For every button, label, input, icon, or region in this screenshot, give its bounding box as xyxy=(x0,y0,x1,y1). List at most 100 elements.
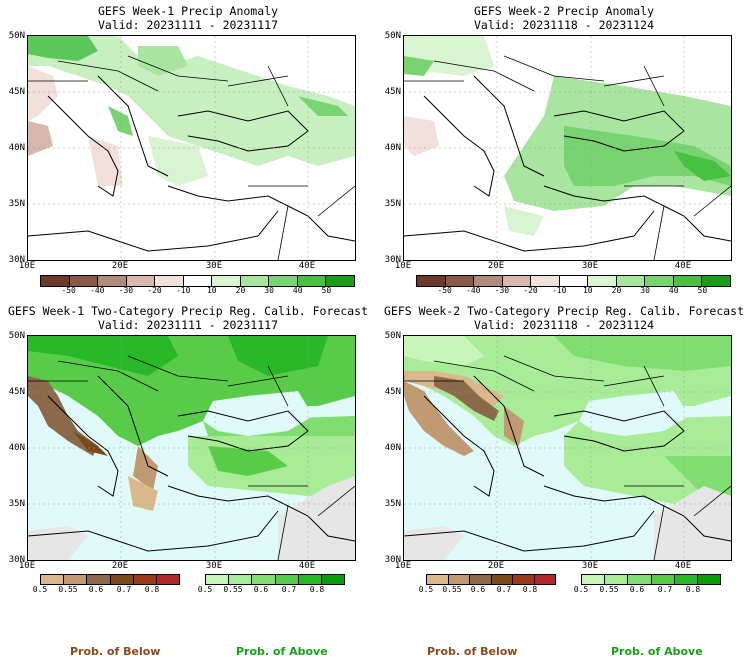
lon-label: 20E xyxy=(111,561,129,571)
colorbar-cell xyxy=(701,275,732,287)
lon-label: 30E xyxy=(205,261,223,271)
lat-label: 45N xyxy=(8,87,25,97)
lat-label: 40N xyxy=(384,443,401,453)
anomaly-map xyxy=(403,35,732,261)
panel-valid-dates: Valid: 20231111 - 20231117 xyxy=(97,18,278,32)
colorbar-cell xyxy=(615,275,645,287)
colorbar-tick-label: 0.7 xyxy=(116,585,132,594)
colorbar-tick-label: -10 xyxy=(551,286,567,295)
above-colorbar-ticks: 0.5 0.55 0.6 0.7 0.8 xyxy=(198,585,345,595)
lon-label: 10E xyxy=(18,261,36,271)
lat-label: 40N xyxy=(8,443,25,453)
colorbar-cell xyxy=(447,574,469,585)
colorbar-cell xyxy=(320,574,346,585)
colorbar-cell xyxy=(40,275,69,287)
colorbar-cell xyxy=(68,275,98,287)
lat-label: 50N xyxy=(8,31,25,41)
colorbar-tick-label: 0.5 xyxy=(573,585,589,594)
colorbar-tick-label: -30 xyxy=(494,286,510,295)
lon-label: 40E xyxy=(674,261,692,271)
lon-label: 40E xyxy=(298,561,316,571)
panel-title: GEFS Week-2 Two-Category Precip Reg. Cal… xyxy=(383,304,745,318)
colorbar-tick-label: 0.6 xyxy=(629,585,645,594)
colorbar-tick-label: 0.6 xyxy=(88,585,104,594)
colorbar-cell xyxy=(533,574,556,585)
colorbar-cell xyxy=(97,275,126,287)
colorbar-tick-label: 0.8 xyxy=(522,585,538,594)
colorbar-cell xyxy=(558,275,588,287)
colorbar-cell xyxy=(325,275,356,287)
colorbar-cell xyxy=(469,574,491,585)
lon-label: 20E xyxy=(487,261,505,271)
panel-valid-dates: Valid: 20231111 - 20231117 xyxy=(97,318,278,332)
anomaly-colorbar xyxy=(416,275,732,287)
lat-label: 50N xyxy=(384,331,401,341)
probability-map xyxy=(27,335,356,561)
colorbar-cell xyxy=(274,574,298,585)
colorbar-cell xyxy=(696,574,722,585)
lon-label: 20E xyxy=(111,261,129,271)
colorbar-tick-label: 20 xyxy=(235,286,246,295)
lat-label: 35N xyxy=(384,199,401,209)
colorbar-cell xyxy=(426,574,448,585)
lat-label: 35N xyxy=(8,499,25,509)
lat-label: 50N xyxy=(384,31,401,41)
lon-label: 20E xyxy=(487,561,505,571)
colorbar-tick-label: 50 xyxy=(321,286,332,295)
above-colorbar xyxy=(205,574,346,585)
colorbar-tick-label: 10 xyxy=(206,286,217,295)
colorbar-tick-label: -40 xyxy=(466,286,481,295)
colorbar-tick-label: 10 xyxy=(582,286,593,295)
colorbar-cell xyxy=(154,275,183,287)
probability-map xyxy=(403,335,732,561)
colorbar-cell xyxy=(251,574,275,585)
panel-week1-two-category: GEFS Week-1 Two-Category Precip Reg. Cal… xyxy=(0,300,376,600)
lat-label: 45N xyxy=(384,87,401,97)
colorbar-tick-label: -50 xyxy=(437,286,452,295)
panel-title: GEFS Week-2 Precip Anomaly xyxy=(473,4,654,18)
colorbar-cell xyxy=(86,574,110,585)
colorbar-tick-label: 0.5 xyxy=(197,585,213,594)
below-colorbar xyxy=(40,574,181,585)
colorbar-cell xyxy=(672,275,702,287)
colorbar-cell xyxy=(650,574,674,585)
colorbar-cell xyxy=(501,275,531,287)
colorbar-tick-label: 0.8 xyxy=(685,585,701,594)
below-colorbar xyxy=(426,574,556,585)
colorbar-cell xyxy=(109,574,133,585)
colorbar-cell xyxy=(125,275,155,287)
colorbar-cell xyxy=(205,574,229,585)
colorbar-tick-label: 0.6 xyxy=(253,585,269,594)
lat-label: 50N xyxy=(8,331,25,341)
lat-label: 45N xyxy=(8,387,25,397)
colorbar-tick-label: 0.6 xyxy=(470,585,486,594)
lat-label: 40N xyxy=(8,143,25,153)
lat-label: 30N xyxy=(8,555,25,565)
anomaly-colorbar-ticks: -50 -40 -30 -20 -10 10 20 30 40 50 xyxy=(40,286,355,296)
colorbar-cell xyxy=(155,574,181,585)
lat-label: 30N xyxy=(384,555,401,565)
colorbar-tick-label: 0.7 xyxy=(496,585,512,594)
prob-below-label: Prob. of Below xyxy=(70,645,161,658)
colorbar-tick-label: -40 xyxy=(90,286,105,295)
prob-above-label: Prob. of Above xyxy=(236,645,328,658)
anomaly-colorbar-ticks: -50 -40 -30 -20 -10 10 20 30 40 50 xyxy=(416,286,731,296)
colorbar-cell xyxy=(644,275,673,287)
colorbar-tick-label: 50 xyxy=(697,286,708,295)
lat-label: 35N xyxy=(8,199,25,209)
colorbar-cell xyxy=(40,574,64,585)
colorbar-cell xyxy=(63,574,87,585)
colorbar-tick-label: 0.55 xyxy=(442,585,462,594)
colorbar-tick-label: 0.7 xyxy=(281,585,297,594)
lat-label: 45N xyxy=(384,387,401,397)
colorbar-cell xyxy=(512,574,534,585)
colorbar-tick-label: 20 xyxy=(611,286,622,295)
colorbar-tick-label: 0.8 xyxy=(144,585,160,594)
colorbar-cell xyxy=(587,275,616,287)
colorbar-cell xyxy=(297,574,321,585)
colorbar-tick-label: 30 xyxy=(264,286,274,295)
lon-label: 30E xyxy=(581,561,599,571)
prob-above-label: Prob. of Above xyxy=(611,645,703,658)
colorbar-cell xyxy=(604,574,628,585)
panel-valid-dates: Valid: 20231118 - 20231124 xyxy=(473,18,654,32)
